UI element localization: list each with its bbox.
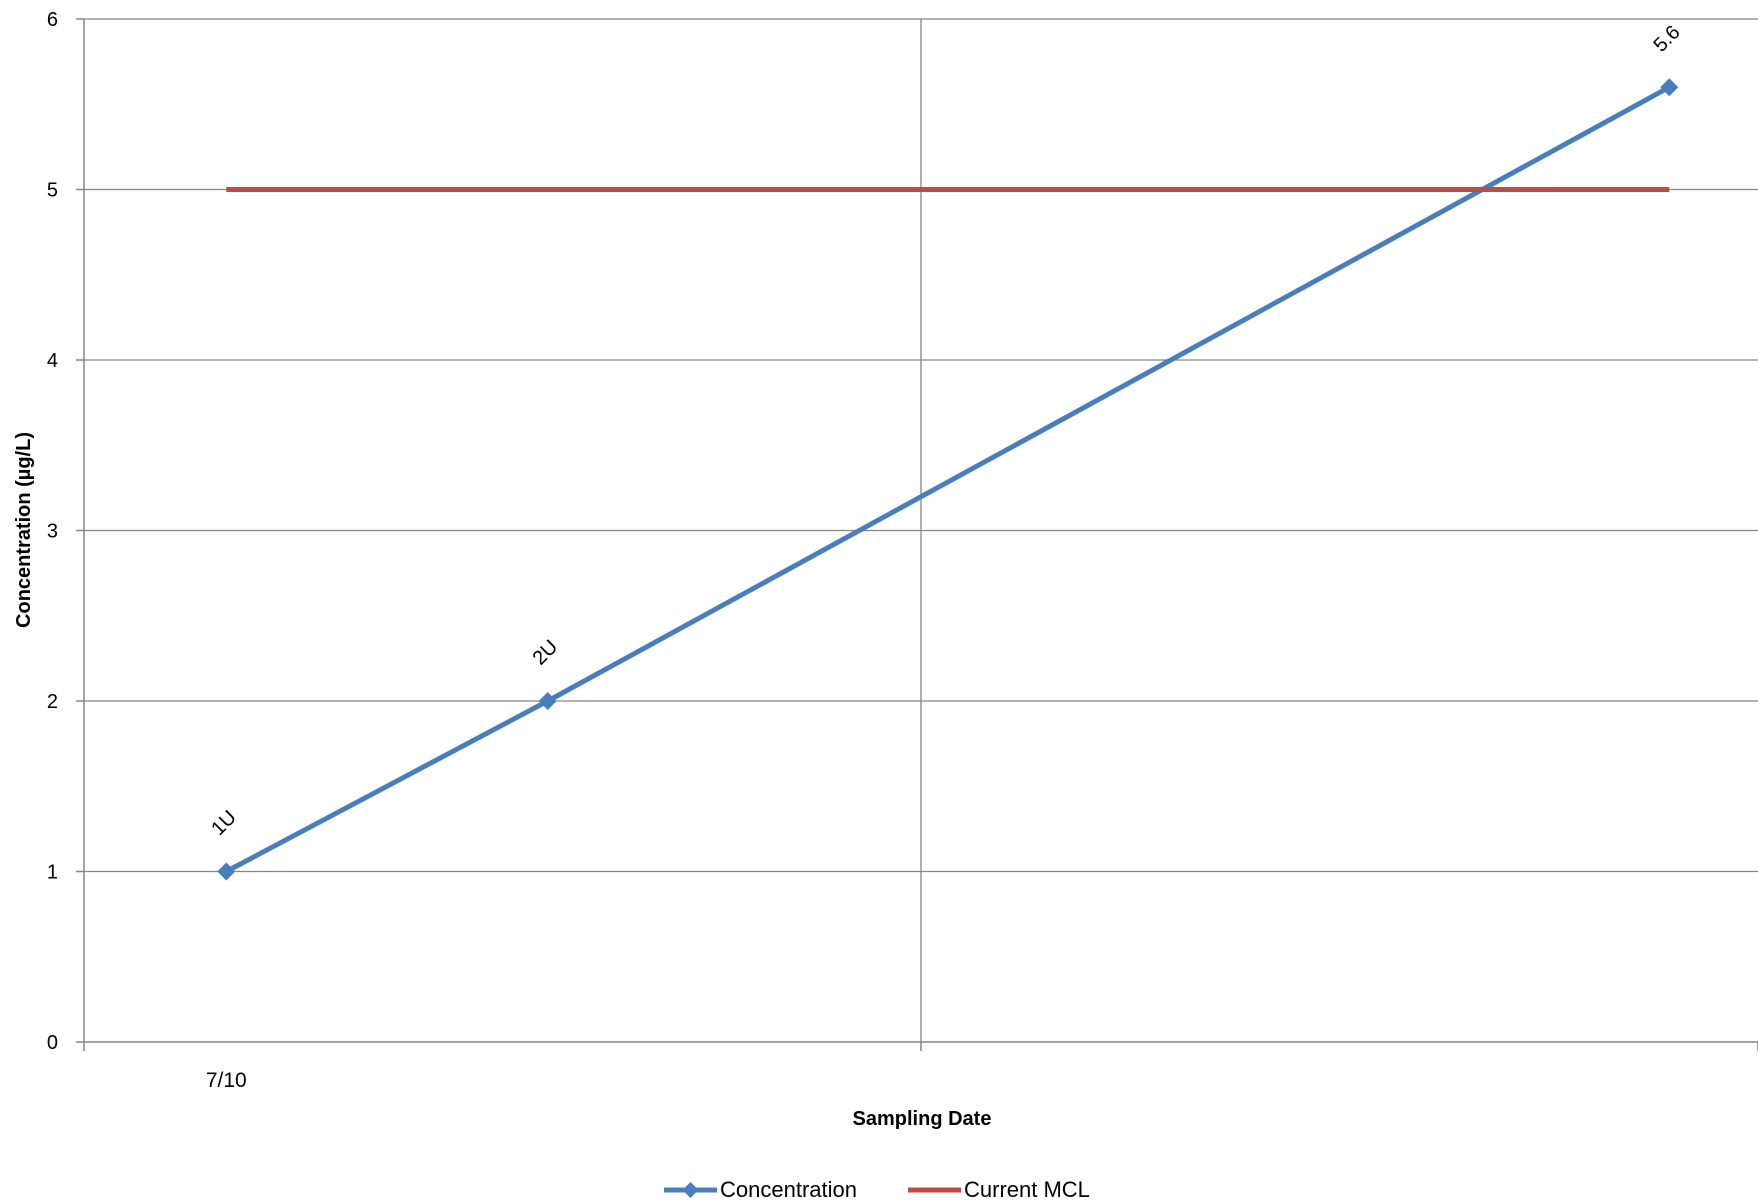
y-axis-title: Concentration (µg/L) bbox=[13, 432, 35, 628]
legend-concentration-marker bbox=[682, 1182, 699, 1198]
y-tick-label: 1 bbox=[47, 862, 58, 884]
data-point bbox=[217, 862, 236, 881]
axes bbox=[76, 18, 1758, 1051]
y-tick-label: 6 bbox=[47, 9, 58, 31]
series-layer bbox=[217, 78, 1679, 881]
tick-labels: 0 1 2 3 4 5 6 7/10 1U 2U 5.6 bbox=[47, 9, 1685, 1092]
y-tick-label: 4 bbox=[47, 350, 58, 372]
x-tick-label: 7/10 bbox=[206, 1069, 247, 1092]
legend-mcl-label: Current MCL bbox=[964, 1177, 1090, 1202]
y-tick-label: 2 bbox=[47, 691, 58, 713]
y-tick-label: 5 bbox=[47, 180, 58, 202]
y-tick-label: 3 bbox=[47, 521, 58, 543]
data-label: 2U bbox=[529, 636, 563, 670]
legend: Concentration Current MCL bbox=[664, 1177, 1090, 1202]
data-point bbox=[538, 692, 557, 710]
data-label: 5.6 bbox=[1649, 21, 1684, 56]
x-axis-title: Sampling Date bbox=[853, 1108, 992, 1130]
concentration-line bbox=[225, 85, 1671, 874]
data-label: 1U bbox=[207, 806, 241, 840]
legend-concentration-label: Concentration bbox=[720, 1177, 857, 1202]
y-tick-label: 0 bbox=[47, 1032, 58, 1054]
gridlines bbox=[84, 18, 1758, 1042]
data-point bbox=[1660, 78, 1679, 97]
